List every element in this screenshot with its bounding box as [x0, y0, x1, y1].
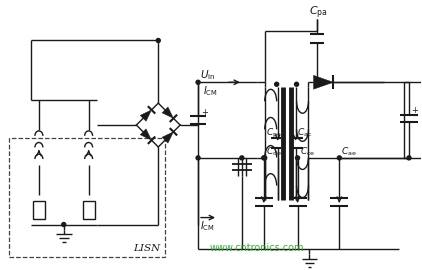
Circle shape	[337, 156, 341, 160]
Text: $C_{\rm ac}$: $C_{\rm ac}$	[297, 127, 312, 139]
Polygon shape	[140, 129, 151, 140]
Bar	[9, 138, 165, 257]
Text: $U_{\rm in}$: $U_{\rm in}$	[200, 68, 216, 82]
Circle shape	[62, 222, 66, 227]
Polygon shape	[162, 132, 173, 143]
Text: $C_{\rm ae}$: $C_{\rm ae}$	[341, 146, 357, 158]
Text: LISN: LISN	[133, 244, 161, 254]
Text: +: +	[201, 108, 208, 117]
Circle shape	[295, 82, 298, 86]
Text: $I_{\rm CM}$: $I_{\rm CM}$	[203, 84, 218, 98]
Text: $C_{\rm ce}$: $C_{\rm ce}$	[300, 146, 315, 158]
Text: $C_{\rm pa}$: $C_{\rm pa}$	[309, 5, 328, 21]
Bar	[404, 82, 422, 158]
Circle shape	[196, 156, 200, 160]
Text: $C_{\rm de}$: $C_{\rm de}$	[266, 146, 281, 158]
Bar	[83, 201, 95, 219]
Circle shape	[196, 80, 200, 84]
Text: $I_{\rm CM}$: $I_{\rm CM}$	[200, 220, 215, 233]
Circle shape	[295, 156, 300, 160]
Text: $C_{\rm pc}$: $C_{\rm pc}$	[266, 127, 281, 140]
Polygon shape	[314, 75, 333, 89]
Polygon shape	[162, 107, 173, 118]
Circle shape	[407, 156, 411, 160]
Bar	[33, 201, 45, 219]
Polygon shape	[140, 110, 151, 121]
Circle shape	[240, 156, 244, 160]
Text: +: +	[411, 106, 418, 115]
Text: www.cntronics.com: www.cntronics.com	[210, 243, 305, 254]
Circle shape	[275, 82, 279, 86]
Circle shape	[262, 156, 266, 160]
Circle shape	[156, 39, 160, 42]
Circle shape	[263, 156, 267, 160]
